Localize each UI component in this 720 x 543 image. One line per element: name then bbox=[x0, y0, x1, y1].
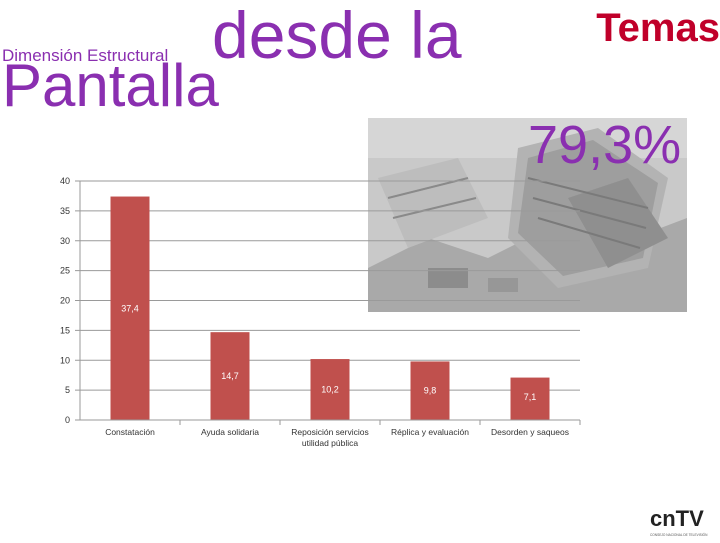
percentage: 79,3% bbox=[528, 115, 682, 175]
x-tick-label: Reposición servicios utilidad pública bbox=[291, 427, 368, 448]
x-tick-label: Ayuda solidaria bbox=[201, 427, 259, 437]
title-line-2: Pantalla bbox=[2, 52, 219, 119]
logo-tagline: CONSEJO NACIONAL DE TELEVISIÓN bbox=[650, 532, 708, 537]
y-tick-label: 25 bbox=[60, 266, 70, 276]
bar bbox=[310, 359, 350, 420]
y-tick-label: 20 bbox=[60, 296, 70, 306]
temas-label: Temas bbox=[596, 6, 720, 50]
y-tick-label: 15 bbox=[60, 325, 70, 335]
y-tick-label: 5 bbox=[65, 385, 70, 395]
logo-text: cnTV bbox=[650, 506, 704, 531]
x-tick-label: Réplica y evaluación bbox=[391, 427, 469, 437]
data-label: 37,4 bbox=[121, 303, 139, 313]
x-tick-label: Desorden y saqueos bbox=[491, 427, 569, 437]
data-label: 14,7 bbox=[221, 371, 239, 381]
y-tick-label: 10 bbox=[60, 355, 70, 365]
bar bbox=[210, 332, 250, 420]
title-line-1: desde la bbox=[212, 0, 462, 72]
data-label: 10,2 bbox=[321, 385, 339, 395]
subtitle: Dimensión Estructural bbox=[2, 46, 169, 65]
y-tick-label: 40 bbox=[60, 176, 70, 186]
bar bbox=[110, 196, 150, 420]
bar bbox=[410, 361, 450, 420]
y-tick-label: 0 bbox=[65, 415, 70, 425]
data-label: 7,1 bbox=[524, 392, 537, 402]
y-tick-label: 30 bbox=[60, 236, 70, 246]
data-label: 9,8 bbox=[424, 386, 437, 396]
y-tick-label: 35 bbox=[60, 206, 70, 216]
cntv-logo: cnTV CONSEJO NACIONAL DE TELEVISIÓN bbox=[650, 506, 718, 538]
bar bbox=[510, 377, 550, 420]
x-tick-label: Constatación bbox=[105, 427, 155, 437]
